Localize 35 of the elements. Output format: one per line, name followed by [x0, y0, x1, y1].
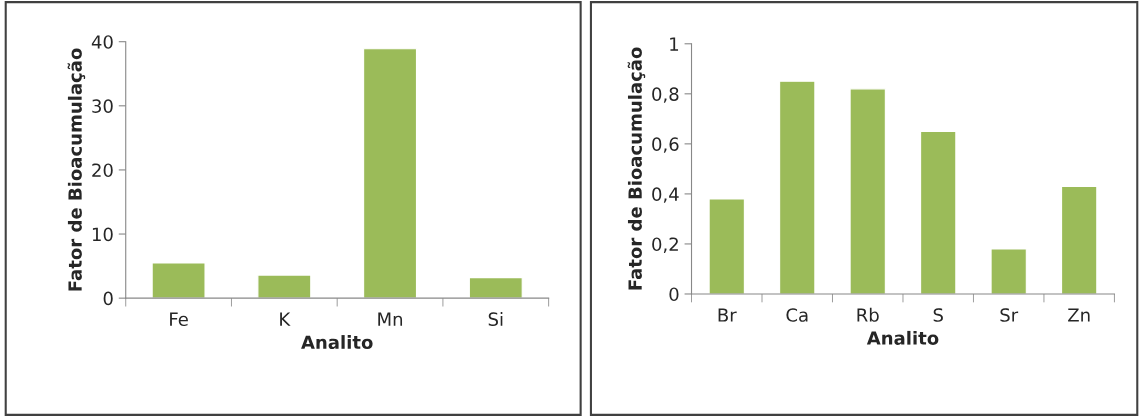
y-tick-label: 40	[91, 35, 113, 49]
x-axis-title: Analito	[866, 330, 939, 345]
bar	[1061, 185, 1098, 294]
y-tick-label: 0	[669, 287, 679, 302]
x-tick-label: S	[933, 308, 943, 322]
y-axis-title: Fator de Bioacumulação	[67, 48, 86, 291]
x-tick-label: Ca	[786, 308, 808, 322]
bar	[151, 262, 206, 299]
x-axis-title: Analito	[301, 335, 373, 350]
y-axis-title: Fator de Bioacumulação	[627, 47, 646, 290]
y-tick-label: 30	[92, 99, 113, 113]
x-tick-label: Si	[488, 312, 503, 327]
y-tick-label: 0,2	[652, 237, 678, 253]
y-tick-label: 10	[92, 227, 113, 242]
x-tick-label: Zn	[1068, 308, 1090, 322]
bar	[920, 130, 957, 294]
x-tick-label: Fe	[170, 312, 188, 327]
x-tick-label: K	[280, 312, 291, 326]
bar	[363, 48, 418, 299]
bar	[779, 80, 816, 294]
bar	[468, 277, 523, 299]
y-tick-label: 20	[92, 163, 113, 178]
y-tick-label: 0,6	[652, 137, 679, 153]
bar	[849, 88, 886, 294]
x-tick-label: Sr	[1000, 308, 1019, 322]
y-tick-label: 1	[670, 37, 679, 51]
x-tick-label: Rb	[857, 307, 879, 322]
bar	[708, 198, 745, 294]
bar	[990, 248, 1027, 294]
x-tick-label: Br	[718, 308, 737, 322]
x-tick-label: Mn	[378, 312, 403, 326]
y-tick-label: 0,8	[652, 87, 679, 103]
y-tick-label: 0	[103, 291, 113, 306]
y-tick-label: 0,4	[652, 187, 679, 203]
bar	[257, 274, 312, 299]
